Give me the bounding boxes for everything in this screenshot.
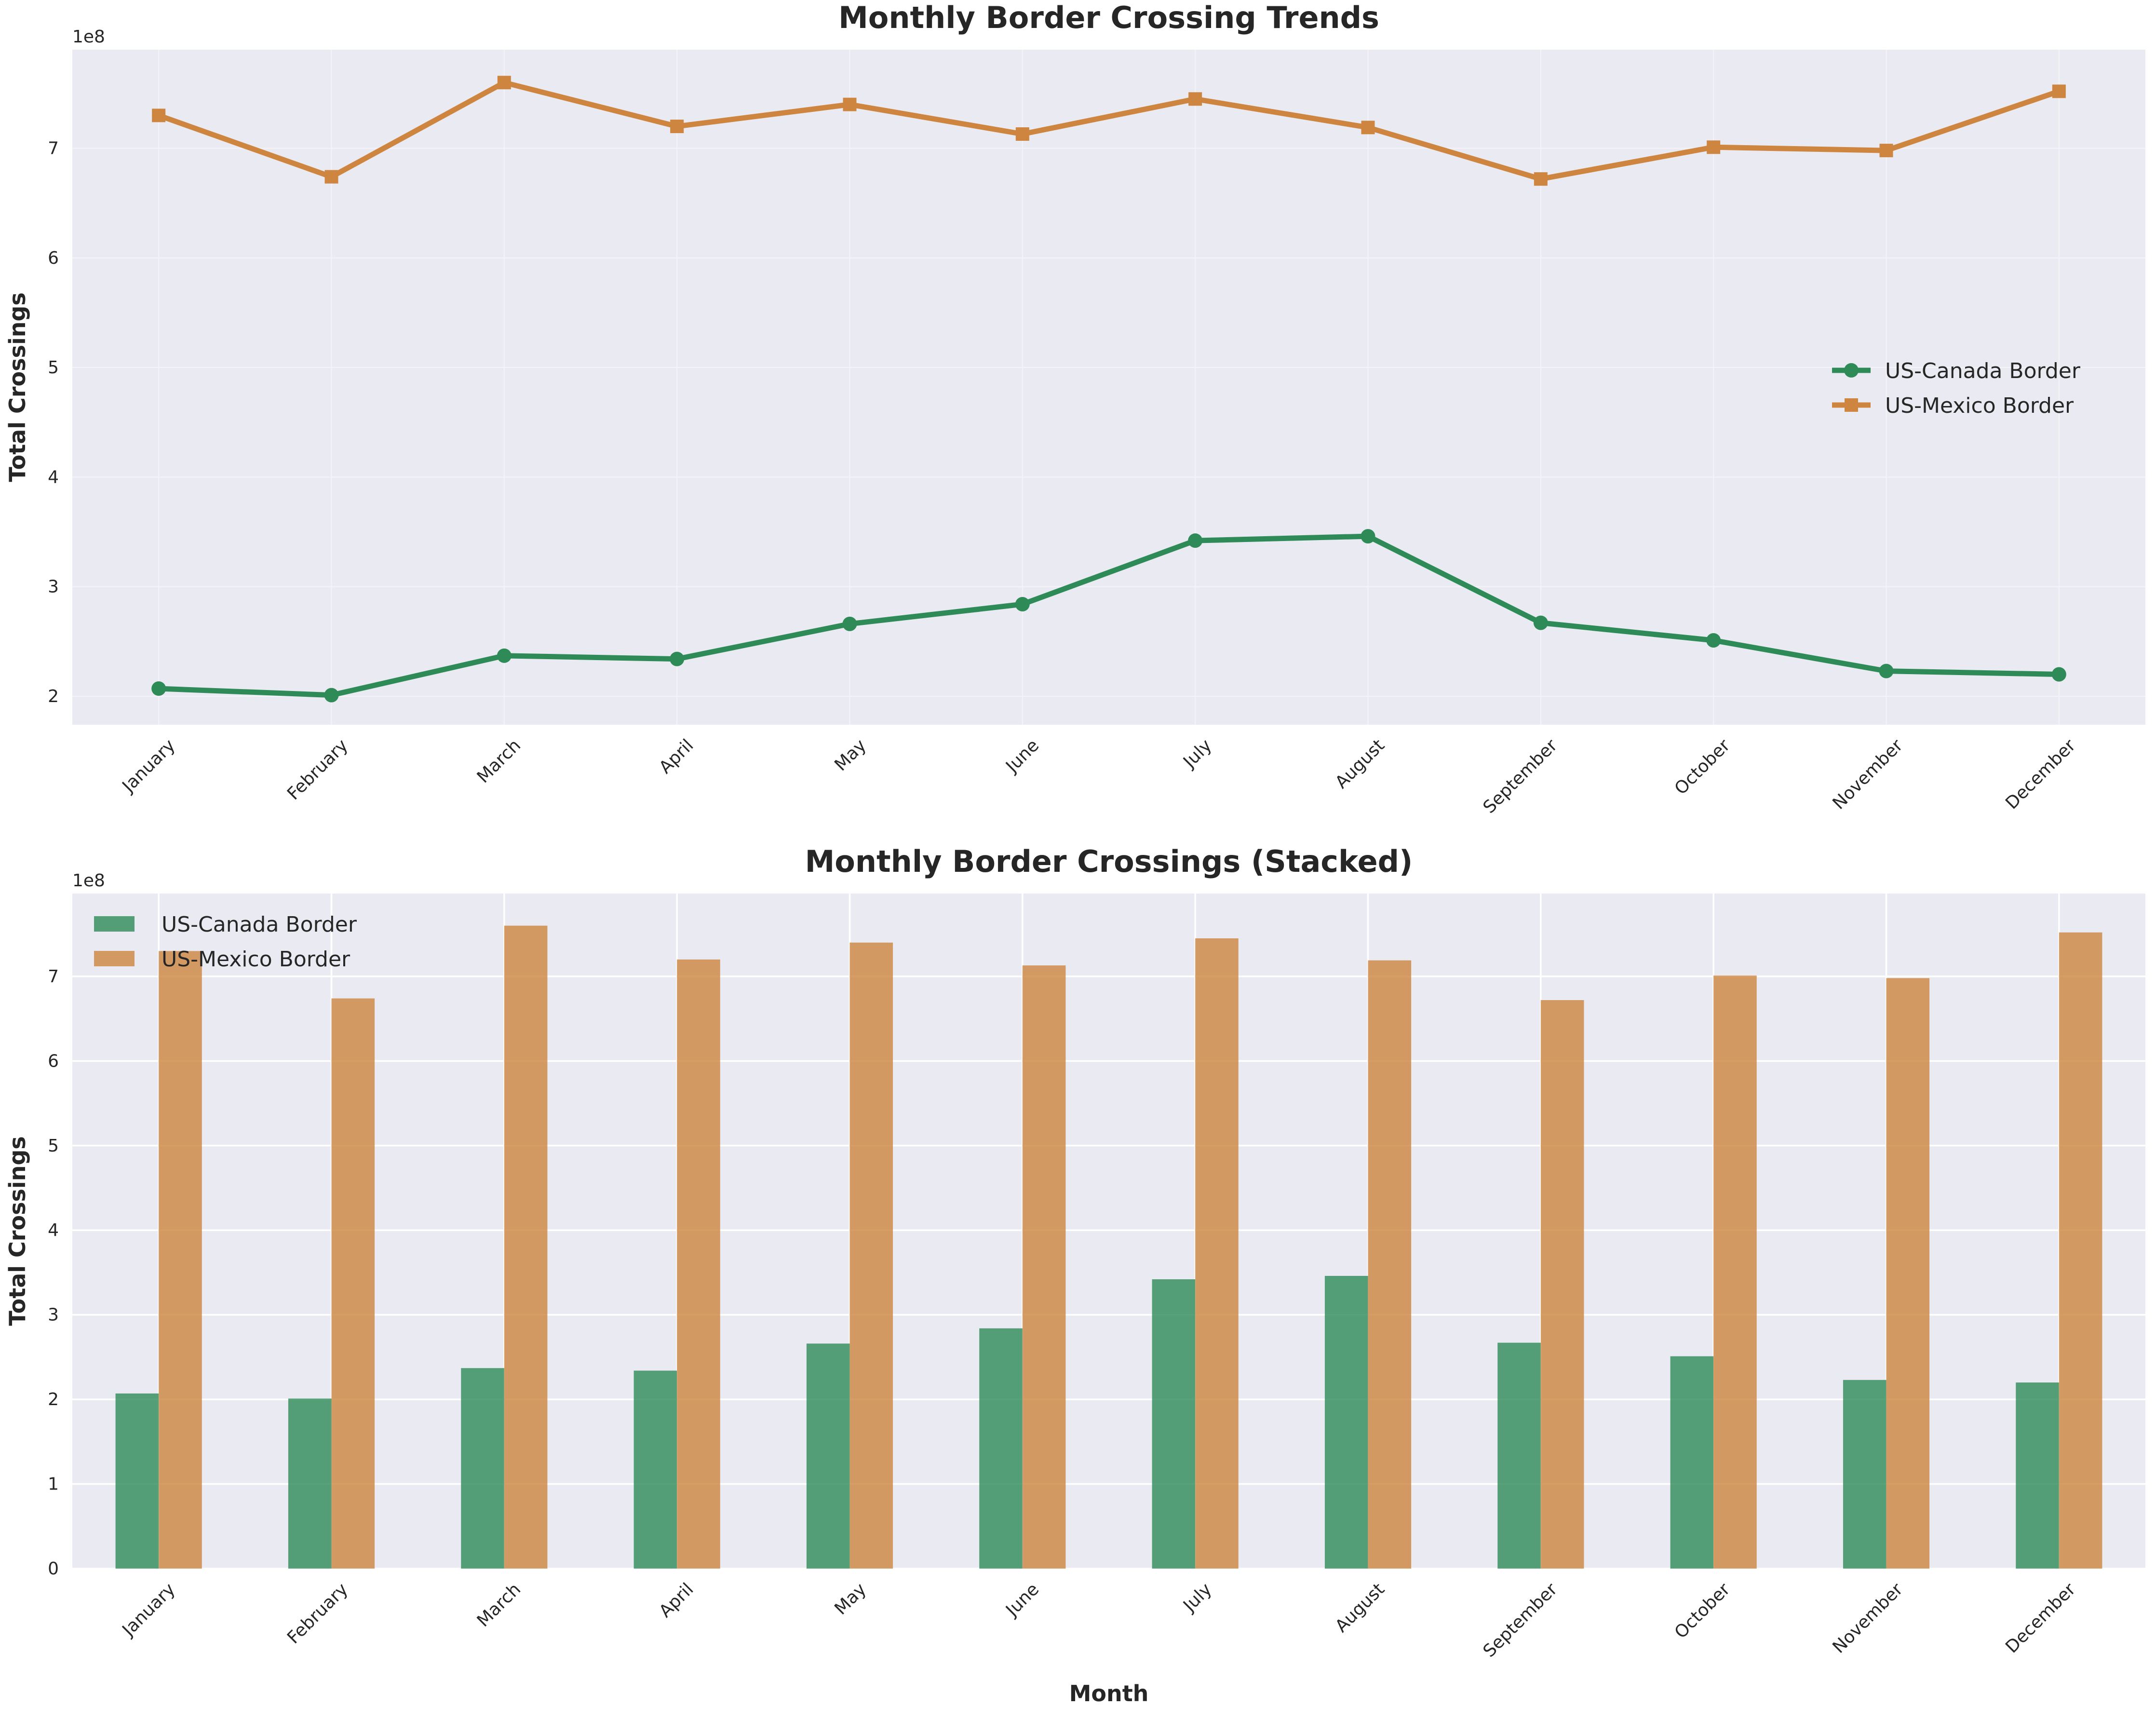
legend-marker	[1844, 363, 1859, 378]
data-point	[843, 97, 857, 111]
data-point	[670, 651, 685, 666]
bar-us-mexico	[677, 959, 720, 1569]
bar-us-mexico	[849, 942, 893, 1569]
data-point	[151, 681, 166, 696]
legend-swatch	[94, 951, 135, 966]
chart-title: Monthly Border Crossings (Stacked)	[805, 844, 1413, 879]
data-point	[1361, 121, 1375, 135]
data-point	[1707, 140, 1721, 154]
y-tick-label: 3	[48, 577, 59, 597]
data-point	[1533, 615, 1548, 630]
data-point	[1188, 533, 1203, 548]
y-tick-label: 5	[48, 358, 59, 378]
data-point	[1015, 597, 1030, 611]
data-point	[1015, 127, 1029, 141]
y-axis-label: Total Crossings	[4, 1136, 30, 1326]
bar-us-canada	[1843, 1380, 1886, 1569]
bar-us-canada	[2016, 1382, 2059, 1569]
bar-us-canada	[633, 1370, 677, 1569]
bar-us-mexico	[504, 925, 548, 1569]
y-tick-label: 2	[48, 687, 59, 706]
y-tick-label: 7	[48, 967, 59, 987]
bar-us-mexico	[1713, 975, 1757, 1569]
legend-label: US-Canada Border	[1885, 359, 2081, 383]
bar-us-mexico	[1368, 960, 1412, 1569]
data-point	[2052, 84, 2066, 98]
y-tick-label: 6	[48, 248, 59, 268]
bar-us-mexico	[2059, 932, 2102, 1569]
data-point	[1879, 664, 1894, 678]
bar-us-canada	[1152, 1279, 1196, 1569]
legend-label: US-Canada Border	[162, 912, 357, 937]
legend-swatch	[94, 916, 135, 932]
plot-area	[72, 894, 2145, 1569]
y-tick-label: 1	[48, 1475, 59, 1494]
bar-us-mexico	[1540, 1000, 1584, 1569]
data-point	[842, 616, 857, 631]
data-point	[497, 648, 512, 663]
bar-us-canada	[979, 1328, 1023, 1569]
bar-us-mexico	[1195, 938, 1239, 1569]
y-tick-label: 5	[48, 1136, 59, 1156]
series-line-us-mexico	[158, 80, 2060, 182]
data-point	[1188, 92, 1202, 106]
bar-us-canada	[1497, 1342, 1541, 1569]
data-point	[1879, 144, 1893, 158]
y-tick-label: 4	[48, 467, 59, 487]
data-point	[324, 688, 339, 703]
data-point	[1706, 633, 1721, 648]
y-tick-label: 4	[48, 1220, 59, 1240]
chart-title: Monthly Border Crossing Trends	[838, 0, 1379, 35]
data-point	[1534, 172, 1548, 186]
legend-marker	[1845, 398, 1858, 412]
bar-us-mexico	[331, 998, 375, 1569]
bar-us-mexico	[1022, 965, 1066, 1569]
bar-us-canada	[115, 1393, 159, 1569]
data-point	[497, 76, 511, 90]
data-point	[2051, 667, 2066, 682]
data-point	[324, 170, 338, 184]
series-line-us-canada	[158, 533, 2059, 698]
legend-label: US-Mexico Border	[1885, 393, 2074, 418]
y-tick-label: 3	[48, 1305, 59, 1325]
y-axis-label: Total Crossings	[4, 292, 30, 482]
data-point	[670, 120, 684, 134]
bar-us-canada	[461, 1368, 504, 1569]
y-tick-label: 7	[48, 139, 59, 159]
data-point	[1361, 529, 1375, 544]
y-tick-label: 2	[48, 1390, 59, 1409]
plot-area	[72, 50, 2145, 725]
data-point	[152, 108, 166, 122]
y-tick-label: 6	[48, 1051, 59, 1071]
axis-offset-text: 1e8	[72, 27, 105, 47]
bar-us-canada	[1324, 1275, 1368, 1569]
bar-us-mexico	[159, 951, 202, 1569]
bar-us-canada	[288, 1398, 332, 1569]
bar-us-canada	[1670, 1356, 1714, 1569]
legend-label: US-Mexico Border	[162, 947, 350, 972]
x-axis-label: Month	[1069, 1680, 1149, 1706]
bar-us-canada	[806, 1343, 850, 1569]
y-tick-label: 0	[48, 1559, 59, 1579]
bar-us-mexico	[1886, 978, 1930, 1569]
axis-offset-text: 1e8	[72, 871, 105, 891]
